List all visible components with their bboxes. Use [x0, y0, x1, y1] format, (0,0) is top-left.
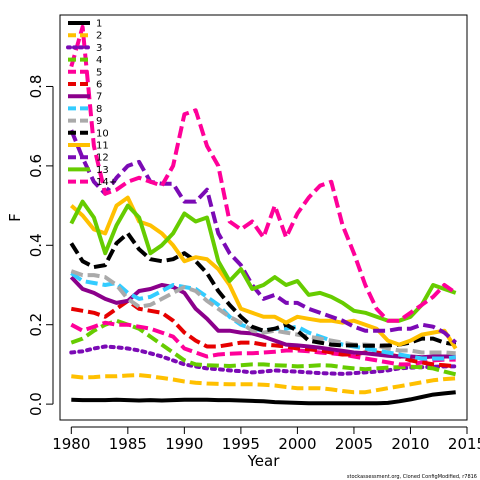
x-tick-label: 2005	[335, 435, 373, 453]
legend-label: 5	[96, 67, 102, 78]
legend-label: 14+	[96, 177, 117, 188]
series-line-2	[71, 373, 456, 395]
series-line-7	[69, 275, 456, 360]
series-line-14plus	[69, 24, 457, 323]
x-tick-label: 2010	[391, 435, 429, 453]
y-tick-label: 0.2	[27, 313, 45, 337]
series-line-13	[69, 199, 457, 323]
legend-label: 6	[96, 80, 102, 91]
y-tick-label: 0.0	[27, 392, 45, 416]
x-tick-label: 2015	[448, 435, 480, 453]
y-tick-label: 0.4	[27, 233, 45, 257]
footer-credit: stockassessment.org, Cloned ConfigModifi…	[347, 474, 477, 480]
series-line-12	[69, 129, 458, 345]
legend-label: 4	[96, 55, 102, 66]
series-line-1	[71, 390, 456, 406]
x-tick-label: 1980	[52, 435, 90, 453]
legend-label: 13	[96, 165, 109, 176]
legend-label: 9	[96, 116, 102, 127]
legend-label: 3	[96, 43, 102, 54]
y-axis: 0.0 0.2 0.4 0.6 0.8	[27, 75, 54, 416]
legend-label: 11	[96, 141, 109, 152]
x-axis-label: Year	[247, 452, 281, 470]
legend-label: 10	[96, 128, 109, 139]
x-tick-label: 2000	[278, 435, 316, 453]
legend-label: 2	[96, 31, 102, 42]
legend-label: 1	[96, 19, 102, 30]
y-axis-label: F	[6, 213, 24, 222]
series-line-4	[70, 318, 457, 377]
plot-frame	[59, 14, 468, 421]
legend-label: 7	[96, 92, 102, 103]
y-tick-label: 0.8	[27, 75, 45, 99]
legend-label: 12	[96, 153, 109, 164]
series-line-10	[69, 231, 457, 348]
series-line-9	[70, 269, 456, 356]
series-layer	[69, 24, 458, 406]
x-tick-label: 1995	[222, 435, 260, 453]
x-axis: 1980 1985 1990 1995 2000 2005 2010 2015	[52, 426, 480, 453]
legend-label: 8	[96, 104, 102, 115]
x-tick-label: 1990	[165, 435, 203, 453]
x-tick-label: 1985	[109, 435, 147, 453]
y-tick-label: 0.6	[27, 154, 45, 178]
series-line-8	[70, 271, 456, 361]
series-line-5	[70, 320, 456, 367]
series-line-3	[69, 344, 458, 376]
